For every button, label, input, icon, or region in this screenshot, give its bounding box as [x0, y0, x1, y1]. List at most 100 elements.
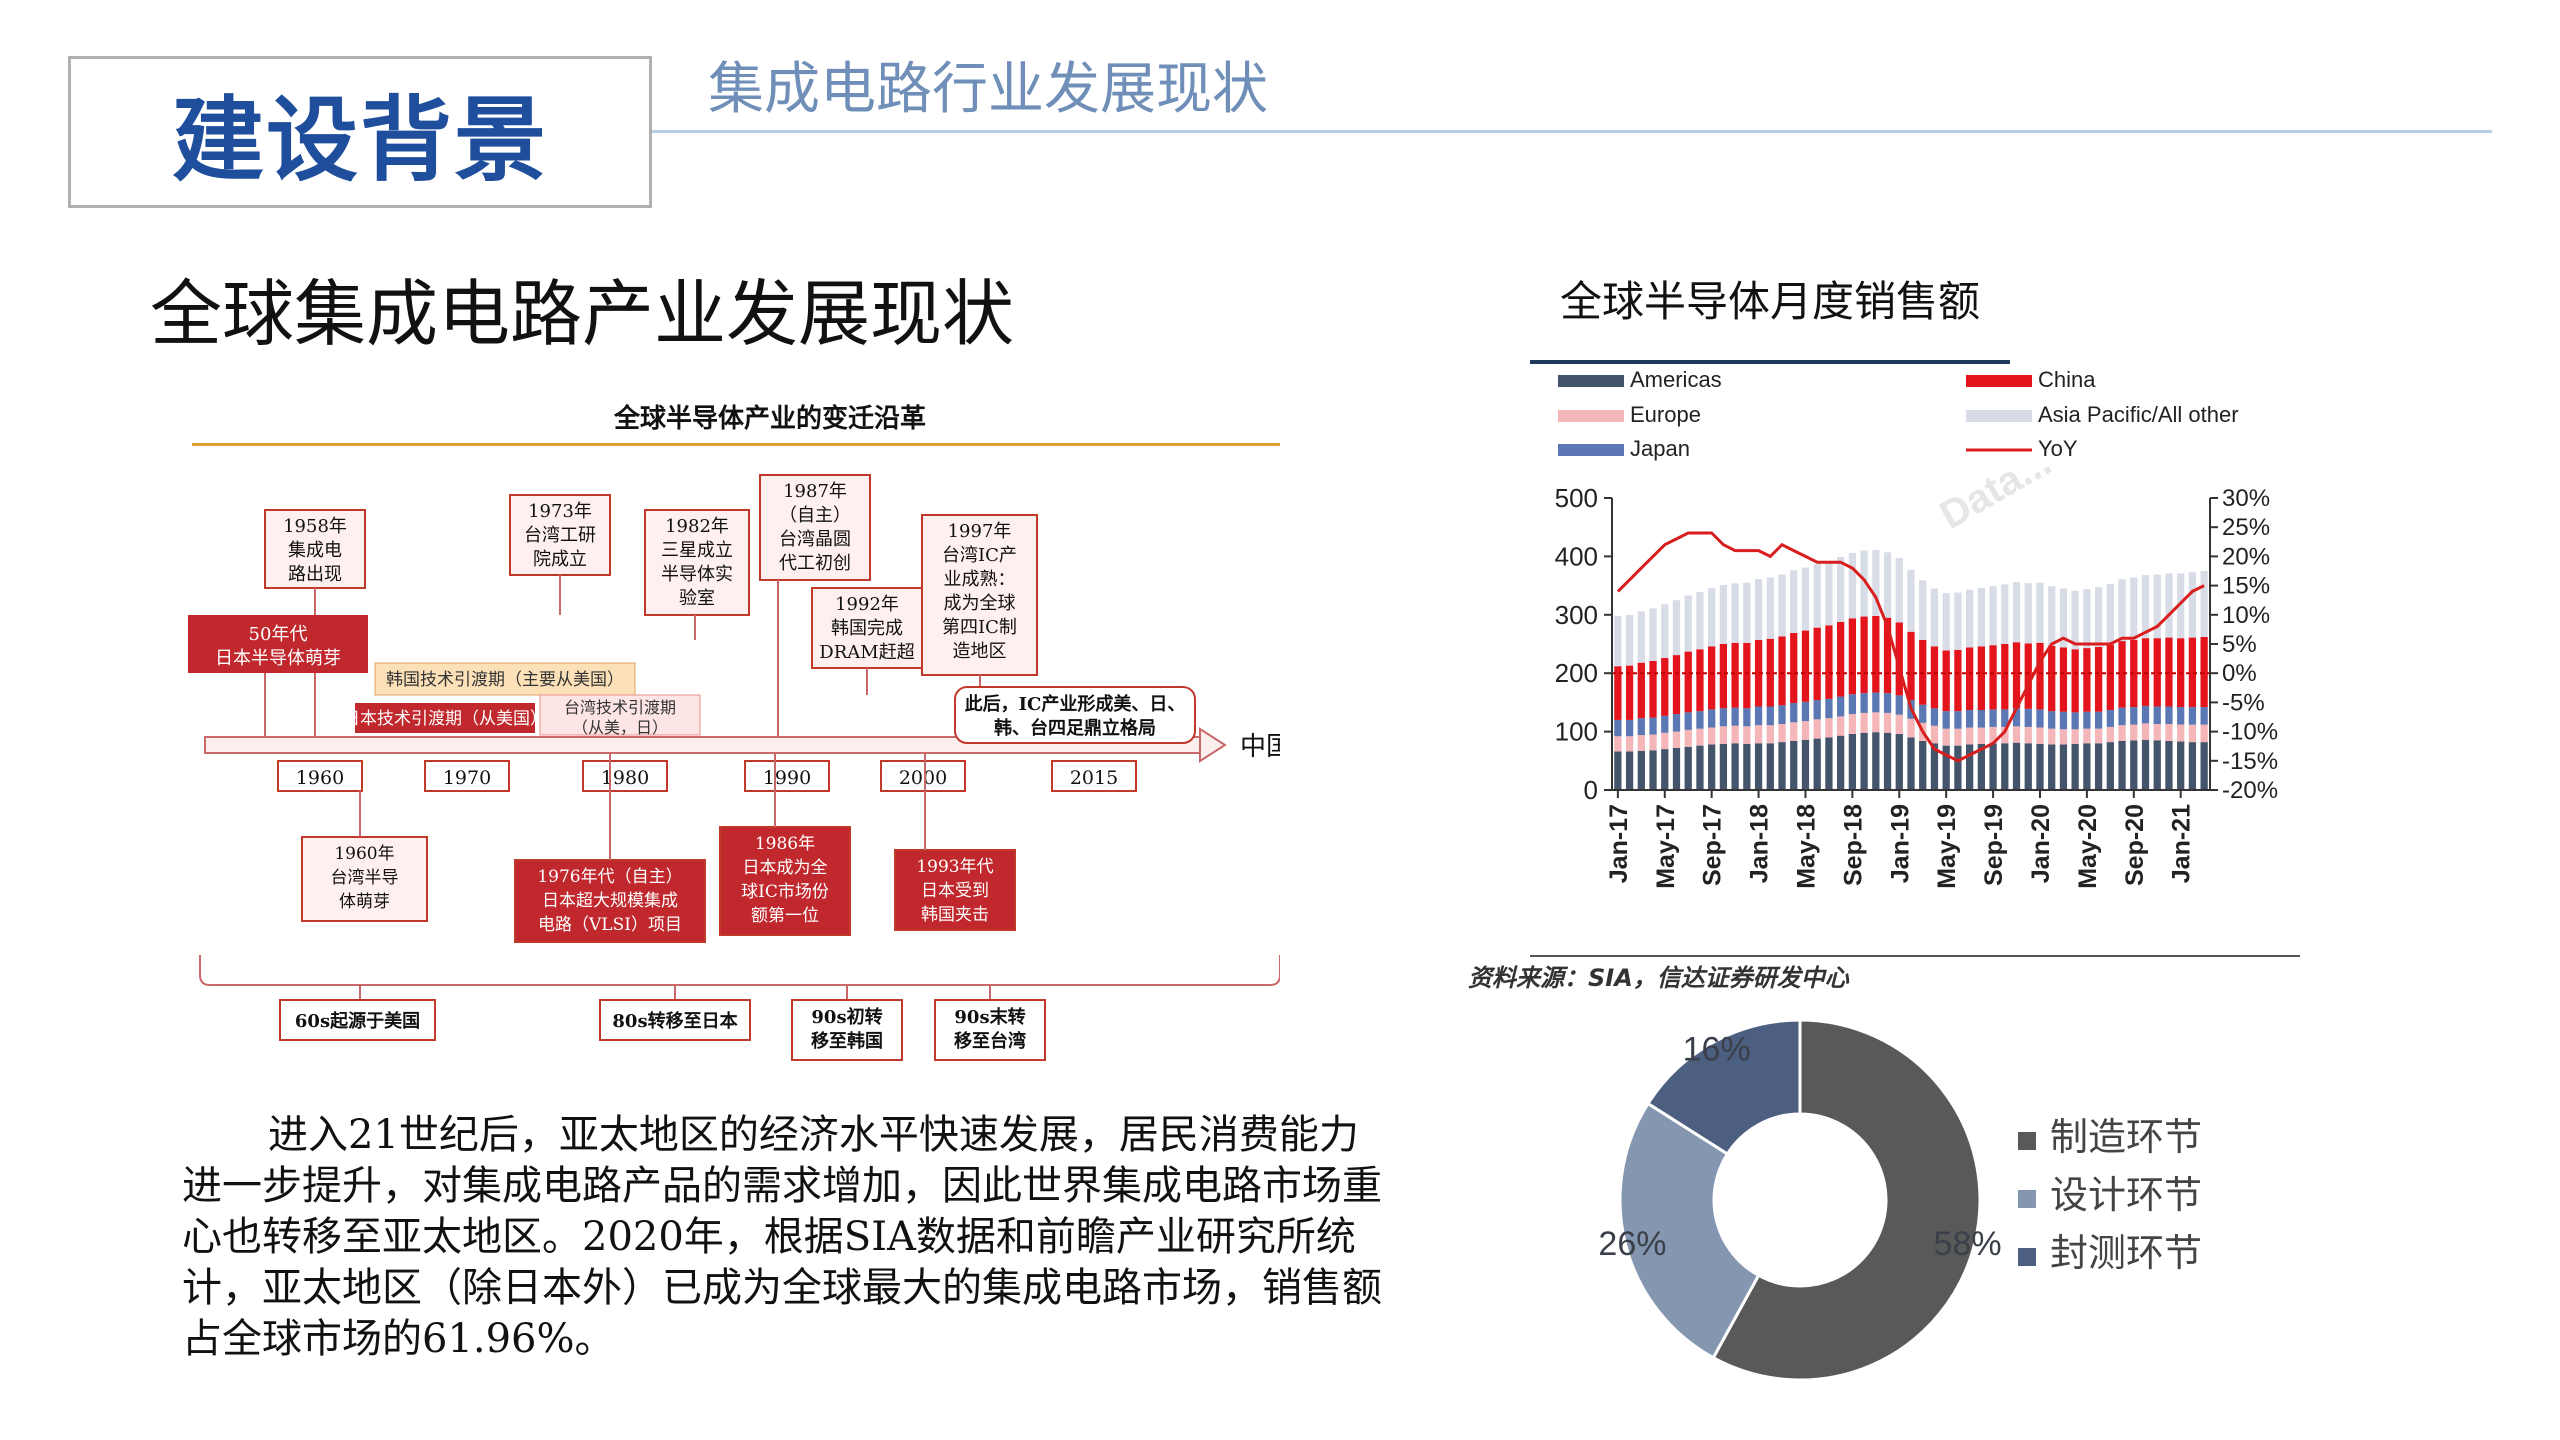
bar-segment	[1801, 567, 1810, 631]
bar-segment	[1895, 558, 1903, 623]
y-tick-label: 0	[1584, 775, 1598, 805]
bar-segment	[2059, 711, 2068, 730]
timeline-event-text: 台湾工研	[524, 525, 596, 546]
bar-segment	[1672, 747, 1681, 790]
timeline-event-text: 验室	[679, 588, 715, 609]
bar-segment	[1942, 593, 1950, 651]
timeline-event-text: 三星成立	[661, 540, 733, 561]
bar-segment	[1614, 736, 1622, 752]
bar-segment	[2188, 742, 2197, 790]
bar-segment	[1719, 585, 1728, 644]
donut-legend-label: 设计环节	[2050, 1175, 2202, 1217]
bar-segment	[1813, 719, 1821, 739]
timeline-phase-text: 60s起源于美国	[295, 1010, 420, 1032]
y2-tick-label: -15%	[2222, 748, 2278, 775]
header-subtitle: 集成电路行业发展现状	[708, 57, 1268, 122]
bar-segment	[1965, 744, 1974, 790]
x-tick-label: Sep-17	[1699, 804, 1727, 886]
bar-segment	[2036, 709, 2044, 728]
main-title: 全球集成电路产业发展现状	[150, 272, 1015, 356]
bar-segment	[1684, 712, 1692, 730]
bar-segment	[1625, 719, 1634, 737]
bar-segment	[1766, 743, 1774, 790]
legend-label: Japan	[1630, 436, 1690, 461]
bar-segment	[2083, 589, 2091, 649]
legend-label: Asia Pacific/All other	[2038, 402, 2239, 427]
bar-segment	[1942, 728, 1950, 746]
y2-tick-label: 20%	[2222, 543, 2270, 570]
bar-segment	[1930, 646, 1939, 709]
y-tick-label: 300	[1555, 600, 1598, 630]
header-badge-box	[68, 56, 652, 208]
timeline-event-text: DRAM赶超	[819, 642, 914, 663]
bar-segment	[1754, 743, 1763, 790]
y2-tick-label: 25%	[2222, 514, 2270, 541]
legend-label: YoY	[2038, 436, 2078, 461]
timeline-event-text: 1997年	[948, 521, 1012, 542]
bar-segment	[2048, 744, 2056, 790]
bar-segment	[2118, 725, 2126, 741]
bar-segment	[1872, 549, 1880, 616]
timeline-year-box	[744, 760, 830, 792]
bar-segment	[1790, 722, 1798, 741]
bar-segment	[1825, 561, 1833, 626]
x-tick-label: Jan-21	[2168, 804, 2196, 883]
bar-segment	[1614, 719, 1622, 737]
bar-segment	[1743, 726, 1751, 744]
bar-segment	[1684, 595, 1692, 652]
bar-segment	[2153, 574, 2161, 639]
timeline-title-rule	[192, 443, 1352, 446]
bar-segment	[1754, 579, 1763, 640]
bar-segment	[2083, 728, 2091, 744]
bar-segment	[1684, 746, 1692, 790]
bar-segment	[2177, 707, 2185, 725]
donut-legend-swatch	[2018, 1132, 2036, 1150]
bar-segment	[1813, 738, 1821, 790]
bar-segment	[2177, 573, 2185, 639]
timeline-event-text: 1960年	[334, 844, 394, 864]
donut-slice-label: 16%	[1683, 1030, 1751, 1068]
timeline-year-label: 1990	[763, 767, 811, 789]
bar-segment	[1813, 700, 1821, 720]
bar-segment	[2188, 572, 2197, 638]
bar-segment	[1637, 718, 1645, 736]
bar-segment	[1860, 732, 1868, 790]
bar-segment	[1614, 666, 1622, 720]
bar-segment	[1825, 698, 1833, 719]
bar-segment	[1708, 727, 1716, 745]
bar-segment	[2165, 573, 2173, 638]
bar-segment	[1708, 744, 1716, 790]
bar-segment	[1637, 611, 1645, 663]
timeline-red-box	[188, 615, 368, 673]
bar-segment	[1907, 718, 1915, 738]
bar-segment	[1989, 726, 1997, 744]
bar-segment	[1649, 608, 1657, 661]
timeline-event-text: （自主）	[779, 505, 851, 526]
timeline-event-text: 台湾晶圆	[779, 529, 851, 550]
timeline-event-box	[759, 474, 871, 581]
timeline-phase-text: 移至台湾	[954, 1030, 1026, 1052]
bar-segment	[1672, 600, 1681, 656]
bar-segment	[2071, 590, 2079, 650]
bar-segment	[1637, 735, 1645, 751]
bar-segment	[1696, 649, 1704, 712]
bar-segment	[1895, 733, 1903, 790]
timeline-year-label: 1970	[443, 767, 491, 789]
bar-segment	[1708, 646, 1716, 710]
bar-segment	[1743, 582, 1751, 643]
bar-segment	[1719, 726, 1728, 744]
bar-segment	[2177, 741, 2185, 790]
bar-segment	[2141, 705, 2150, 724]
timeline-year-label: 2000	[899, 767, 947, 789]
bar-segment	[1954, 592, 1962, 650]
bar-segment	[2024, 743, 2032, 790]
bar-segment	[2141, 575, 2150, 639]
donut-slice	[1645, 1018, 1802, 1156]
bar-segment	[1942, 745, 1950, 790]
bar-segment	[1919, 580, 1927, 640]
bar-segment	[2200, 742, 2208, 790]
bar-segment	[1743, 642, 1751, 709]
bar-segment	[1696, 711, 1704, 729]
bar-segment	[2036, 642, 2044, 710]
